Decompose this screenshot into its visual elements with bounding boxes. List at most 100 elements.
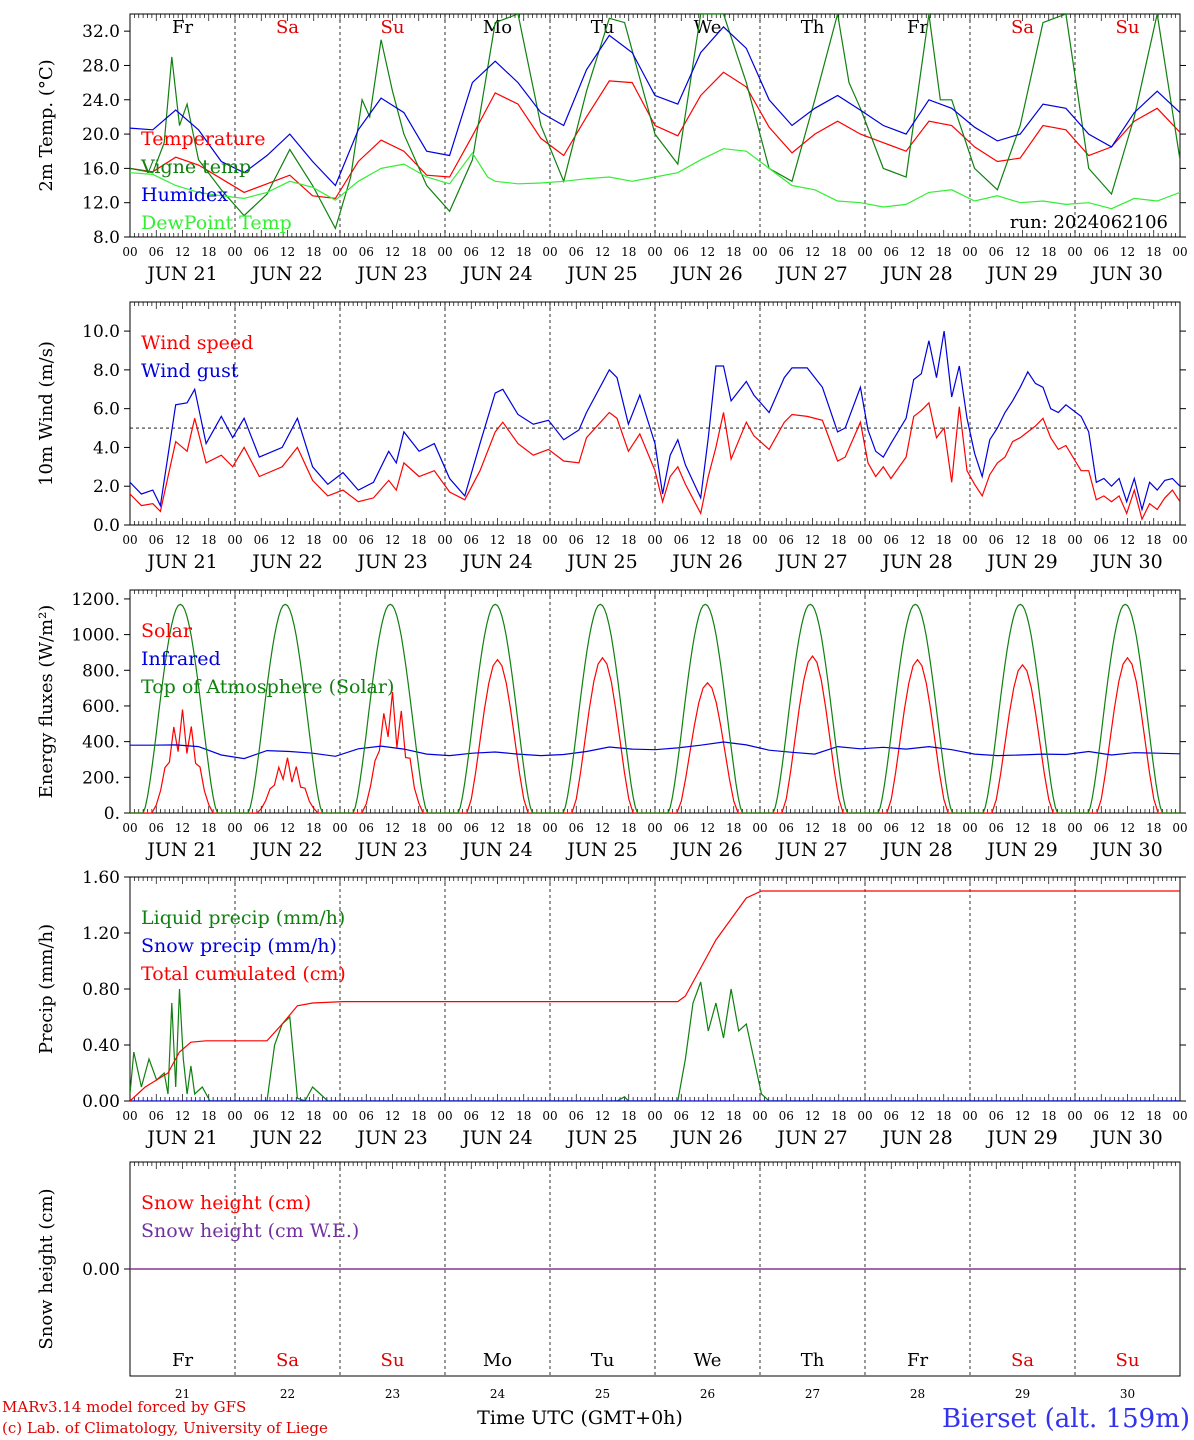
hour-tick-label: 06 bbox=[569, 1109, 584, 1123]
hour-tick-label: 18 bbox=[306, 245, 321, 259]
legend-entry: Solar bbox=[141, 620, 193, 642]
weekday-label: We bbox=[694, 1350, 722, 1371]
hour-tick-label: 00 bbox=[1172, 245, 1187, 259]
hour-tick-label: 06 bbox=[254, 533, 269, 547]
weekday-label: Tu bbox=[591, 1350, 615, 1371]
hour-tick-label: 06 bbox=[884, 245, 899, 259]
hour-tick-label: 06 bbox=[359, 533, 374, 547]
hour-tick-label: 00 bbox=[647, 821, 662, 835]
hour-tick-label: 06 bbox=[779, 1109, 794, 1123]
hour-tick-label: 12 bbox=[280, 245, 295, 259]
hour-tick-label: 12 bbox=[595, 821, 610, 835]
day-label: JUN 29 bbox=[985, 839, 1057, 861]
hour-tick-label: 00 bbox=[857, 821, 872, 835]
hour-tick-label: 06 bbox=[779, 245, 794, 259]
y-tick-label: 2.0 bbox=[93, 477, 120, 497]
series-line-temperature bbox=[130, 71, 1180, 200]
series-line-vigne-temp bbox=[130, 14, 1180, 230]
hour-tick-label: 12 bbox=[1120, 245, 1135, 259]
hour-tick-label: 12 bbox=[385, 533, 400, 547]
day-label: JUN 22 bbox=[250, 551, 322, 573]
weekday-label: Fr bbox=[907, 17, 928, 38]
legend-entry: Infrared bbox=[141, 648, 221, 670]
y-tick-label: 28.0 bbox=[82, 56, 120, 76]
hour-tick-label: 18 bbox=[726, 821, 741, 835]
day-label: JUN 21 bbox=[145, 263, 217, 285]
hour-tick-label: 06 bbox=[464, 533, 479, 547]
y-tick-label: 1200. bbox=[71, 590, 120, 610]
hour-tick-label: 06 bbox=[989, 245, 1004, 259]
hour-tick-label: 00 bbox=[1067, 533, 1082, 547]
panel-3: 0. 200. 400. 600. 800. 1000. 1200. Energy fluxe… bbox=[36, 589, 1188, 861]
weekday-label: Mo bbox=[483, 1350, 512, 1371]
lab-credit: (c) Lab. of Climatology, University of L… bbox=[2, 1419, 328, 1437]
weekday-label: Sa bbox=[276, 1350, 299, 1371]
panel-2: 0.0 2.0 4.0 6.0 8.0 10.0 10m Wind (m/s) 00 06 12 1… bbox=[36, 301, 1188, 573]
hour-tick-label: 18 bbox=[621, 821, 636, 835]
hour-tick-label: 00 bbox=[752, 245, 767, 259]
hour-tick-label: 18 bbox=[306, 533, 321, 547]
series-line-dewpoint-temp bbox=[130, 148, 1180, 210]
run-annotation: run: 2024062106 bbox=[1010, 212, 1168, 233]
plot-frame bbox=[129, 301, 1181, 526]
day-label: JUN 25 bbox=[565, 551, 637, 573]
hour-tick-label: 00 bbox=[752, 1109, 767, 1123]
hour-tick-label: 06 bbox=[1094, 245, 1109, 259]
legend-entry: Snow height (cm) bbox=[141, 1192, 311, 1214]
y-tick-label: 0. bbox=[104, 804, 120, 824]
hour-tick-label: 06 bbox=[569, 533, 584, 547]
hour-tick-label: 00 bbox=[962, 1109, 977, 1123]
day-label: JUN 29 bbox=[985, 551, 1057, 573]
hour-tick-label: 00 bbox=[1172, 533, 1187, 547]
hour-tick-label: 00 bbox=[647, 533, 662, 547]
legend-entry: Top of Atmosphere (Solar) bbox=[141, 676, 394, 698]
day-label: JUN 23 bbox=[355, 1127, 427, 1149]
legend-entry: Temperature bbox=[141, 128, 265, 150]
hour-tick-label: 00 bbox=[437, 533, 452, 547]
hour-tick-label: 06 bbox=[359, 245, 374, 259]
day-label: JUN 25 bbox=[565, 1127, 637, 1149]
day-number: 27 bbox=[805, 1387, 820, 1401]
hour-tick-label: 00 bbox=[542, 821, 557, 835]
hour-tick-label: 18 bbox=[1146, 533, 1161, 547]
y-tick-label: 8.0 bbox=[93, 228, 120, 248]
hour-tick-label: 18 bbox=[411, 245, 426, 259]
day-number: 22 bbox=[280, 1387, 295, 1401]
hour-tick-label: 18 bbox=[726, 533, 741, 547]
hour-tick-label: 12 bbox=[280, 533, 295, 547]
day-label: JUN 28 bbox=[880, 551, 952, 573]
hour-tick-label: 00 bbox=[962, 245, 977, 259]
y-axis-label: 10m Wind (m/s) bbox=[36, 341, 57, 486]
day-number: 30 bbox=[1120, 1387, 1135, 1401]
hour-tick-label: 00 bbox=[1067, 1109, 1082, 1123]
hour-tick-label: 06 bbox=[884, 821, 899, 835]
hour-tick-label: 00 bbox=[1067, 821, 1082, 835]
day-label: JUN 29 bbox=[985, 1127, 1057, 1149]
day-label: JUN 25 bbox=[565, 839, 637, 861]
hour-tick-label: 18 bbox=[1041, 245, 1056, 259]
day-label: JUN 28 bbox=[880, 1127, 952, 1149]
hour-tick-label: 00 bbox=[1172, 1109, 1187, 1123]
hour-tick-label: 12 bbox=[175, 1109, 190, 1123]
hour-tick-label: 00 bbox=[332, 821, 347, 835]
day-number: 26 bbox=[700, 1387, 715, 1401]
day-label: JUN 23 bbox=[355, 839, 427, 861]
hour-tick-label: 18 bbox=[1041, 1109, 1056, 1123]
y-tick-label: 24.0 bbox=[82, 91, 120, 111]
series-line-solar bbox=[130, 654, 1180, 813]
series-line-top-of-atmosphere-solar- bbox=[130, 603, 1180, 813]
hour-tick-label: 12 bbox=[1015, 245, 1030, 259]
hour-tick-label: 06 bbox=[989, 1109, 1004, 1123]
legend-entry: Snow height (cm W.E.) bbox=[141, 1220, 359, 1242]
day-label: JUN 29 bbox=[985, 263, 1057, 285]
hour-tick-label: 06 bbox=[254, 245, 269, 259]
hour-tick-label: 00 bbox=[542, 1109, 557, 1123]
hour-tick-label: 06 bbox=[254, 1109, 269, 1123]
hour-tick-label: 18 bbox=[621, 1109, 636, 1123]
y-tick-label: 16.0 bbox=[82, 159, 120, 179]
y-tick-label: 10.0 bbox=[82, 322, 120, 342]
day-number: 24 bbox=[490, 1387, 506, 1401]
hour-tick-label: 06 bbox=[674, 245, 689, 259]
day-label: JUN 28 bbox=[880, 263, 952, 285]
hour-tick-label: 06 bbox=[989, 533, 1004, 547]
